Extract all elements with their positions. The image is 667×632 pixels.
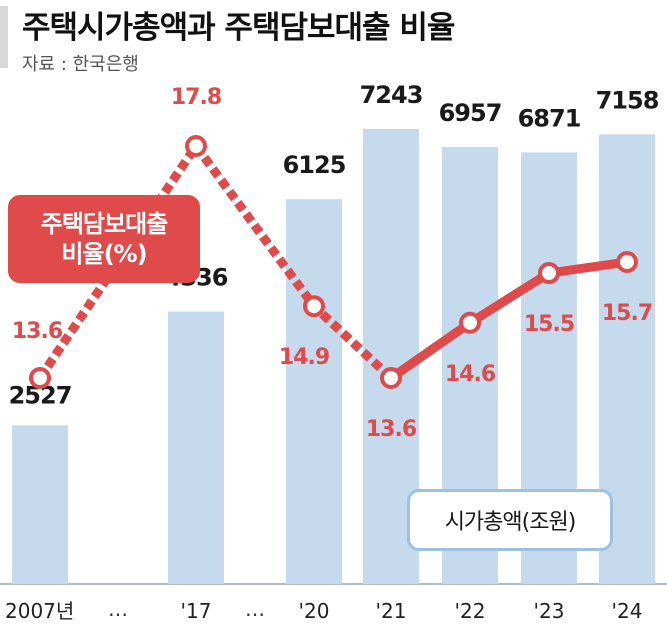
line-point: [29, 367, 51, 389]
x-tick-label: '21: [376, 599, 407, 623]
line-point: [616, 251, 638, 273]
bar: [12, 425, 68, 584]
x-tick-label: '17: [181, 599, 212, 623]
bar-value-label: 7158: [596, 86, 659, 114]
line-point: [538, 262, 560, 285]
line-point: [185, 135, 207, 157]
x-tick-label: 2007년: [5, 599, 74, 623]
line-point: [459, 311, 481, 334]
legend-bar-series: 시가총액(조원): [407, 489, 613, 551]
line-point: [380, 367, 402, 389]
bar: [286, 199, 342, 585]
bar-value-label: 6957: [439, 99, 502, 127]
x-tick-label: '20: [299, 599, 330, 623]
line-value-label: 17.8: [171, 85, 221, 110]
axis-gap-marker: …: [108, 597, 128, 621]
legend-line-text-1: 주택담보대출: [40, 210, 168, 238]
bar: [168, 311, 224, 584]
x-tick-label: '22: [455, 599, 486, 623]
chart-source: 자료 : 한국은행: [22, 54, 139, 75]
line-series-solid: [386, 257, 632, 383]
bar-value-label: 6871: [518, 104, 581, 132]
line-series-dotted: [36, 141, 395, 382]
legend-bar-text: 시가총액(조원): [444, 510, 577, 535]
x-tick-label: '23: [534, 599, 565, 623]
title-accent-bar: [0, 6, 8, 68]
line-value-label: 15.5: [524, 312, 574, 337]
legend-line-series: 주택담보대출 비율(%): [8, 195, 200, 283]
bar-value-label: 7243: [360, 81, 423, 109]
chart-title: 주택시가총액과 주택담보대출 비율: [22, 10, 455, 46]
line-value-label: 13.6: [12, 319, 63, 344]
line-value-label: 14.9: [279, 345, 329, 370]
axis-gap-marker: …: [245, 597, 265, 621]
line-value-label: 14.6: [445, 362, 496, 387]
line-value-label: 13.6: [366, 417, 417, 442]
x-tick-label: '24: [612, 599, 643, 623]
bar-value-label: 6125: [283, 151, 346, 179]
line-point: [303, 295, 325, 318]
line-value-label: 15.7: [602, 301, 652, 326]
legend-line-text-2: 비율(%): [61, 240, 147, 268]
